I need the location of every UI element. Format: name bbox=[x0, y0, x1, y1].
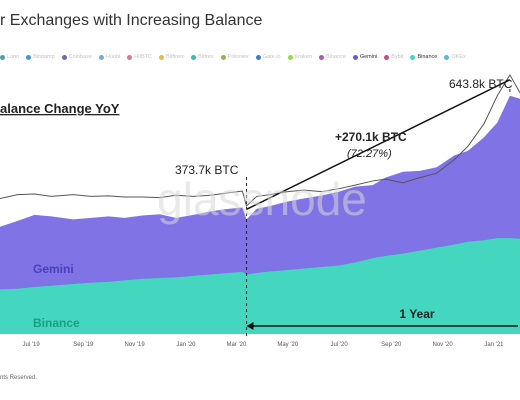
chart-legend: Luno Bitstamp Coinbase Huobi HitBTC Bitfinex B… bbox=[0, 51, 520, 63]
legend-dot bbox=[255, 54, 261, 60]
x-tick-label: Sep '20 bbox=[381, 342, 402, 348]
x-tick-label: Mar '20 bbox=[227, 342, 247, 348]
legend-label: Bitfinex bbox=[166, 54, 185, 60]
legend-label: Binance bbox=[417, 54, 438, 60]
legend-label: Kraken bbox=[294, 54, 312, 60]
x-tick-label: Sep '19 bbox=[73, 342, 94, 348]
period-arrow-head bbox=[246, 322, 254, 330]
legend-label: HitBTC bbox=[134, 54, 153, 60]
period-annotation: 1 Year bbox=[399, 307, 434, 321]
start-value-annotation: 373.7k BTC bbox=[175, 163, 239, 177]
x-tick-label: Nov '20 bbox=[433, 342, 454, 348]
binance-label: Binance bbox=[33, 316, 80, 330]
legend-dot bbox=[26, 54, 32, 60]
legend-label: Gemini bbox=[359, 54, 378, 60]
legend-label: OKEx bbox=[451, 54, 466, 60]
legend-dot bbox=[444, 54, 450, 60]
legend-item-0[interactable]: Luno bbox=[0, 54, 19, 60]
watermark: glassnode bbox=[157, 173, 367, 225]
trend-line bbox=[246, 79, 511, 211]
legend-dot bbox=[127, 54, 133, 60]
legend-label: Bittrex bbox=[198, 54, 214, 60]
legend-item-9[interactable]: Kraken bbox=[287, 54, 312, 60]
x-axis: Jul '19 Sep '19 Nov '19 Jan '20 Mar '20 May '… bbox=[23, 342, 505, 348]
legend-item-8[interactable]: Gate.io bbox=[255, 54, 281, 60]
x-tick-label: Jul '19 bbox=[23, 342, 41, 348]
x-tick-label: May '20 bbox=[277, 342, 298, 348]
legend-label: Coinbase bbox=[68, 54, 92, 60]
legend-label: Poloniex bbox=[227, 54, 249, 60]
legend-dot bbox=[384, 54, 390, 60]
legend-dot bbox=[98, 54, 104, 60]
x-tick-label: Nov '19 bbox=[125, 342, 146, 348]
binance-area bbox=[0, 238, 520, 334]
legend-dot bbox=[159, 54, 165, 60]
legend-item-11[interactable]: Gemini bbox=[352, 54, 378, 60]
legend-dot bbox=[352, 54, 358, 60]
x-tick-label: Jan '20 bbox=[176, 342, 196, 348]
price-line bbox=[0, 73, 520, 207]
legend-dot bbox=[0, 54, 5, 60]
legend-item-7[interactable]: Poloniex bbox=[220, 54, 249, 60]
legend-dot bbox=[61, 54, 67, 60]
page-title: r Exchanges with Increasing Balance bbox=[0, 12, 263, 29]
legend-label: Bitstamp bbox=[33, 54, 55, 60]
legend-label: Binance bbox=[325, 54, 346, 60]
legend-dot bbox=[318, 54, 324, 60]
change-pct-annotation: (72.27%) bbox=[347, 148, 392, 160]
x-tick-label: Jan '21 bbox=[484, 342, 504, 348]
legend-item-4[interactable]: HitBTC bbox=[127, 54, 152, 60]
legend-item-5[interactable]: Bitfinex bbox=[159, 54, 184, 60]
legend-item-2[interactable]: Coinbase bbox=[61, 54, 92, 60]
plot-group bbox=[0, 73, 520, 338]
legend-dot bbox=[191, 54, 197, 60]
legend-item-3[interactable]: Huobi bbox=[98, 54, 121, 60]
change-value-annotation: +270.1k BTC bbox=[335, 130, 407, 144]
legend-dot bbox=[220, 54, 226, 60]
legend-label: Bybit bbox=[391, 54, 404, 60]
x-tick-label: Jul '20 bbox=[331, 342, 349, 348]
gemini-label: Gemini bbox=[33, 262, 74, 276]
legend-item-13[interactable]: Binance bbox=[410, 54, 437, 60]
legend-label: Gate.io bbox=[262, 54, 281, 60]
legend-item-10[interactable]: Binance bbox=[318, 54, 346, 60]
footer-copyright: nts Reserved. bbox=[0, 375, 38, 381]
end-value-annotation: 643.8k BTC bbox=[449, 77, 513, 91]
legend-item-6[interactable]: Bittrex bbox=[191, 54, 214, 60]
legend-label: Luno bbox=[7, 54, 20, 60]
legend-dot bbox=[287, 54, 293, 60]
legend-item-1[interactable]: Bitstamp bbox=[26, 54, 55, 60]
legend-label: Huobi bbox=[105, 54, 121, 60]
legend-item-14[interactable]: OKEx bbox=[444, 54, 466, 60]
legend-item-12[interactable]: Bybit bbox=[384, 54, 403, 60]
chart-title: alance Change YoY bbox=[0, 101, 120, 116]
legend-dot bbox=[410, 54, 416, 60]
